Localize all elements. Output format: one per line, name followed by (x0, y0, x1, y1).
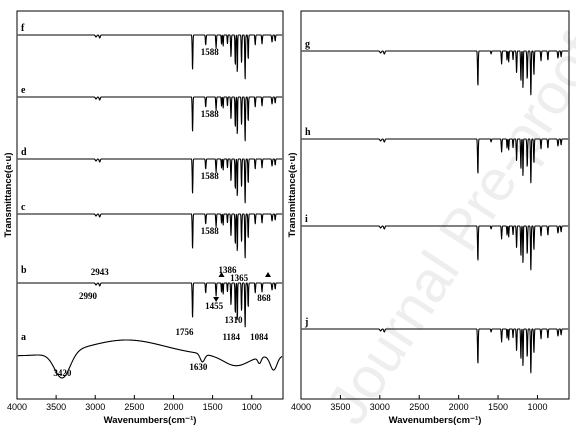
peak-label-1084: 1084 (250, 332, 269, 342)
x-tick-label: 1500 (488, 402, 508, 412)
peak-label-1756: 1756 (176, 327, 195, 337)
left-panel: 4000 3500 3000 2500 2000 1500 1000 Wavenumbers(… (3, 10, 284, 426)
series-label-d: d (21, 147, 27, 158)
series-label-c: c (21, 202, 26, 213)
peak-arrow-1455 (213, 297, 220, 302)
x-tick-label: 1500 (203, 402, 223, 412)
spectrum-j (301, 328, 569, 374)
spectrum-i (301, 225, 569, 271)
series-label-g: g (305, 39, 310, 50)
x-tick-label: 2000 (449, 402, 469, 412)
spectrum-d (17, 158, 283, 204)
spectrum-b (17, 282, 283, 328)
peak-label-1588: 1588 (201, 109, 220, 119)
x-tick-label: 1000 (527, 402, 547, 412)
y-axis-title: Transmittance(a·u) (287, 153, 298, 238)
spectrum-c (17, 213, 283, 259)
watermark: Journal Pre-proof (314, 24, 576, 436)
peak-label-1588: 1588 (201, 171, 220, 181)
series-label-f: f (21, 23, 25, 34)
right-panel: 4000 3500 3000 2500 2000 1500 1000 Wavenumbers(… (287, 10, 570, 426)
peak-label-2990: 2990 (79, 291, 98, 301)
x-tick-label: 2500 (409, 402, 429, 412)
x-tick-label: 3000 (85, 402, 105, 412)
peak-label-1630: 1630 (189, 362, 208, 372)
spectrum-h (301, 138, 569, 184)
peak-label-2943: 2943 (91, 267, 110, 277)
peak-arrow-1386 (218, 272, 225, 277)
peak-label-3420: 3420 (53, 368, 72, 378)
x-tick-label: 1000 (242, 402, 262, 412)
peak-label-1365: 1365 (230, 273, 249, 283)
x-tick-label: 2000 (163, 402, 183, 412)
peak-label-1310: 1310 (224, 315, 243, 325)
x-tick-label: 4000 (7, 402, 27, 412)
series-label-i: i (305, 214, 308, 225)
series-label-j: j (304, 317, 308, 328)
peak-label-1455: 1455 (205, 301, 224, 311)
series-label-b: b (21, 265, 27, 276)
series-label-a: a (21, 332, 26, 343)
series-label-e: e (21, 85, 26, 96)
spectrum-e (17, 96, 283, 142)
x-tick-label: 2500 (124, 402, 144, 412)
peak-label-1386: 1386 (219, 265, 238, 275)
x-axis-title: Wavenumbers(cm⁻¹) (389, 415, 482, 426)
peak-label-1588: 1588 (201, 47, 220, 57)
series-label-h: h (305, 127, 311, 138)
plot-frame (300, 10, 570, 400)
plot-frame (16, 10, 284, 400)
x-tick-label: 3500 (46, 402, 66, 412)
spectrum-f (17, 34, 283, 80)
peak-label-1588: 1588 (201, 226, 220, 236)
peak-arrow-868 (265, 272, 272, 277)
x-axis-title: Wavenumbers(cm⁻¹) (104, 415, 197, 426)
peak-label-1184: 1184 (223, 332, 241, 342)
spectrum-a (17, 339, 283, 379)
x-tick-label: 3500 (330, 402, 350, 412)
peak-label-868: 868 (257, 293, 271, 303)
x-tick-label: 3000 (370, 402, 390, 412)
y-axis-title: Transmittance(a·u) (3, 153, 14, 238)
spectrum-g (301, 50, 569, 96)
x-tick-label: 4000 (291, 402, 311, 412)
